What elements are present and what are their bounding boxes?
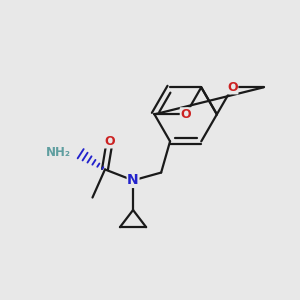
- Text: O: O: [180, 108, 191, 121]
- Text: O: O: [227, 81, 238, 94]
- Text: O: O: [104, 135, 115, 148]
- Text: N: N: [127, 173, 139, 188]
- Text: NH₂: NH₂: [46, 146, 71, 159]
